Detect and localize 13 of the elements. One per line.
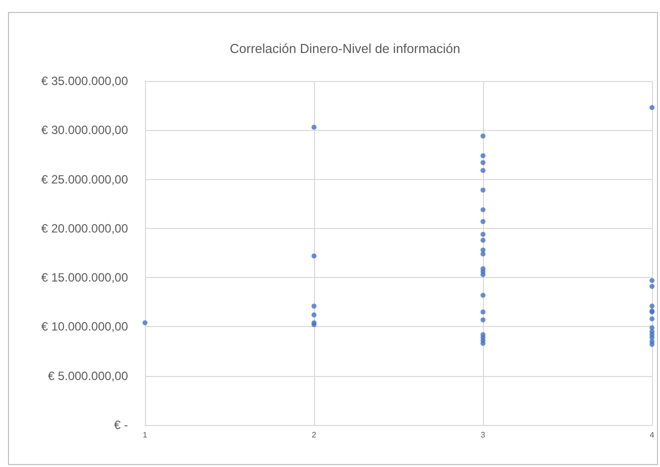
- x-tick-label: 1: [142, 430, 148, 440]
- y-tick-label: € 35.000.000,00: [41, 74, 128, 88]
- y-tick-label: € 10.000.000,00: [41, 320, 128, 334]
- y-tick-label: € 25.000.000,00: [41, 172, 128, 186]
- x-tick-label: 3: [480, 430, 486, 440]
- y-tick-label: € 30.000.000,00: [41, 123, 128, 138]
- chart-title: Correlación Dinero-Nivel de información: [230, 41, 460, 56]
- y-tick-label: € -: [114, 418, 128, 432]
- y-tick-label: € 5.000.000,00: [48, 368, 128, 383]
- y-tick-label: € 15.000.000,00: [41, 270, 128, 285]
- x-tick-label: 2: [312, 430, 317, 440]
- x-tick-label: 4: [650, 430, 655, 440]
- y-tick-label: € 20.000.000,00: [41, 221, 128, 236]
